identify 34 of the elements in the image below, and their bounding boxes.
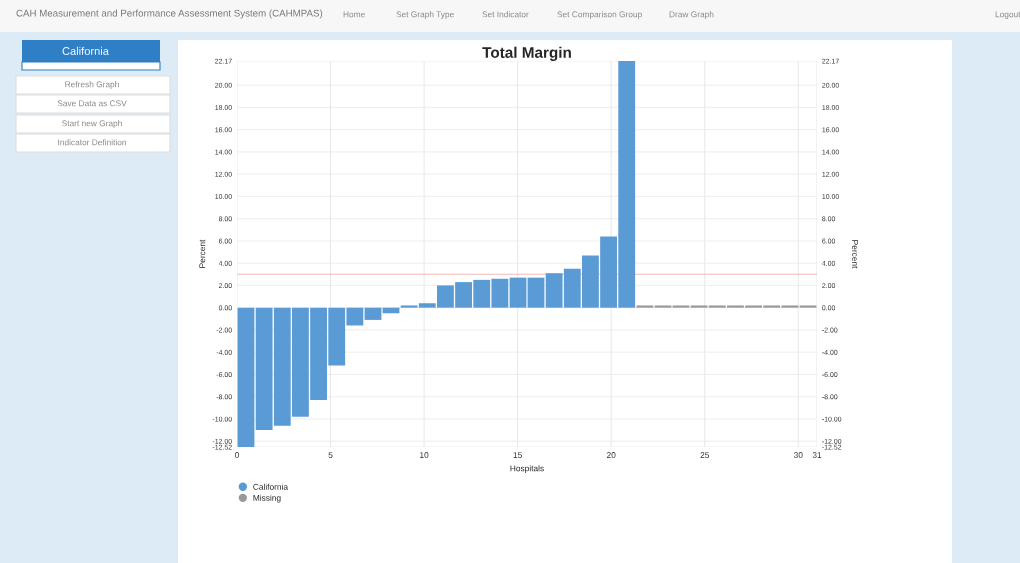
- text: Draw Graph: [669, 11, 714, 19]
- x-axis-title: Hospitals: [510, 465, 544, 473]
- bar: [654, 305, 672, 308]
- text: CAH Measurement and Performance Assessment System (CAHMPAS): [16, 9, 323, 19]
- bar: [672, 305, 690, 308]
- x-tick-label: 25: [700, 452, 710, 458]
- text: Start new Graph: [62, 120, 122, 128]
- text: Indicator Definition: [58, 139, 126, 146]
- x-tick-label: 20: [606, 452, 616, 458]
- bar: [509, 277, 527, 308]
- x-tick-label: 15: [513, 452, 522, 458]
- x-tick-label: 0: [235, 452, 239, 458]
- x-tick-label: 31: [812, 452, 822, 458]
- bar: [636, 305, 654, 308]
- text: Set Indicator: [482, 11, 529, 18]
- text: Home: [343, 11, 365, 18]
- chart-title: Total Margin: [482, 46, 571, 61]
- text: Set Comparison Group: [557, 11, 642, 19]
- text: Logout: [995, 11, 1020, 19]
- x-tick-label: 30: [793, 452, 803, 458]
- y2-axis-title: Percent: [852, 240, 858, 269]
- bar: [364, 307, 382, 320]
- bar: [799, 305, 817, 308]
- text: Set Graph Type: [396, 11, 454, 19]
- text: Save Data as CSV: [57, 100, 127, 107]
- y-axis-title: Percent: [199, 239, 206, 268]
- text: Refresh Graph: [65, 81, 119, 89]
- x-tick-label: 5: [328, 452, 333, 458]
- legend-label: California: [253, 483, 289, 490]
- text: California: [62, 46, 109, 55]
- x-tick-label: 10: [420, 452, 429, 458]
- bar: [237, 307, 255, 447]
- legend-label: Missing: [253, 494, 281, 503]
- bar: [527, 277, 545, 308]
